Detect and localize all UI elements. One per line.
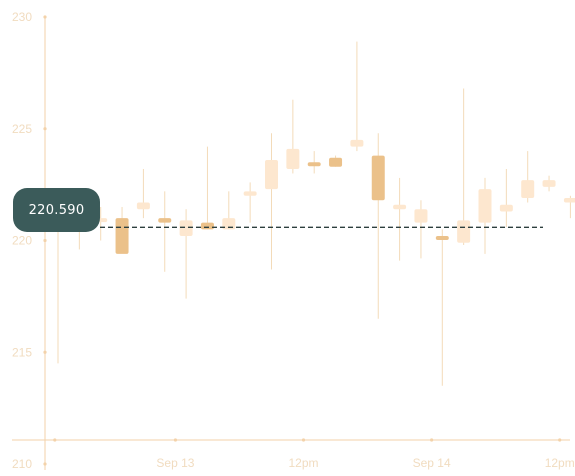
candle-body [243, 191, 257, 196]
y-tick-label: 215 [12, 345, 32, 359]
candle-body [179, 220, 193, 237]
candle-body [478, 189, 492, 223]
candle-body [499, 204, 513, 212]
x-tick-label: Sep 13 [156, 456, 194, 470]
y-tick-label: 210 [12, 457, 32, 471]
y-tick-label: 225 [12, 122, 32, 136]
x-tick-mark [301, 438, 306, 442]
candle-body [393, 204, 407, 210]
y-tick-label: 220 [12, 234, 32, 248]
candle-body [414, 209, 428, 223]
candle-body [265, 160, 278, 190]
x-tick-label: Sep 14 [413, 456, 451, 470]
candle-body [563, 198, 575, 203]
candle-body [435, 236, 449, 241]
candle-body [542, 180, 556, 187]
candle-body [286, 148, 300, 169]
y-tick-mark [43, 15, 47, 19]
candle-body [222, 218, 236, 230]
y-tick-mark [43, 462, 47, 466]
candle-body [115, 218, 129, 254]
x-tick-label: 12pm [545, 456, 575, 470]
x-tick-mark [173, 438, 178, 442]
candle-body [521, 180, 535, 199]
x-tick-mark [53, 438, 57, 442]
candle-body [371, 155, 385, 201]
candle-body [307, 162, 321, 167]
y-tick-mark [43, 350, 47, 354]
y-tick-mark [43, 238, 47, 243]
x-tick-label: 12pm [289, 456, 319, 470]
y-tick-label: 230 [12, 10, 32, 24]
candle-body [350, 139, 364, 147]
candle-body [158, 218, 172, 223]
candle-body [457, 220, 471, 243]
x-tick-mark [558, 438, 562, 442]
y-tick-mark [43, 127, 47, 131]
candle-body [136, 202, 150, 210]
current-price-badge: 220.590 [13, 188, 100, 232]
candle-body [200, 222, 214, 230]
x-tick-mark [430, 438, 434, 442]
candle-body [329, 157, 343, 167]
